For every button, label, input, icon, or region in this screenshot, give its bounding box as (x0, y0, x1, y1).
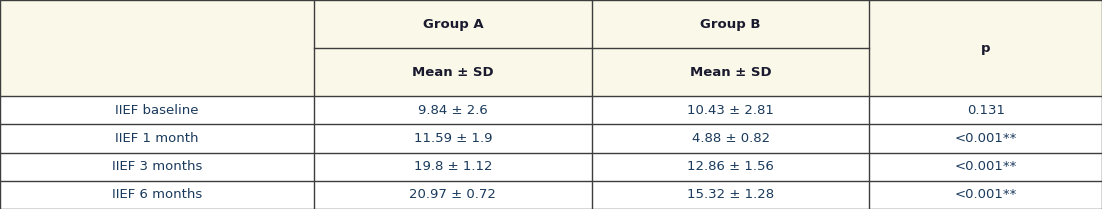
Text: 4.88 ± 0.82: 4.88 ± 0.82 (692, 132, 769, 145)
Text: 9.84 ± 2.6: 9.84 ± 2.6 (418, 104, 488, 117)
Text: Group A: Group A (422, 18, 484, 31)
Text: <0.001**: <0.001** (954, 132, 1017, 145)
Text: IIEF 1 month: IIEF 1 month (116, 132, 198, 145)
Text: Group B: Group B (701, 18, 760, 31)
Text: <0.001**: <0.001** (954, 188, 1017, 201)
Text: p: p (981, 42, 991, 55)
Bar (0, 96, 1102, 209)
Text: 11.59 ± 1.9: 11.59 ± 1.9 (413, 132, 493, 145)
Text: 10.43 ± 2.81: 10.43 ± 2.81 (688, 104, 774, 117)
Text: IIEF 6 months: IIEF 6 months (112, 188, 202, 201)
Text: 19.8 ± 1.12: 19.8 ± 1.12 (413, 160, 493, 173)
Text: 0.131: 0.131 (966, 104, 1005, 117)
Text: 12.86 ± 1.56: 12.86 ± 1.56 (688, 160, 774, 173)
Text: IIEF baseline: IIEF baseline (116, 104, 198, 117)
Bar (0, 0, 1102, 96)
Text: 15.32 ± 1.28: 15.32 ± 1.28 (687, 188, 775, 201)
Text: Mean ± SD: Mean ± SD (690, 66, 771, 79)
Text: <0.001**: <0.001** (954, 160, 1017, 173)
Text: 20.97 ± 0.72: 20.97 ± 0.72 (410, 188, 496, 201)
Text: Mean ± SD: Mean ± SD (412, 66, 494, 79)
Text: IIEF 3 months: IIEF 3 months (111, 160, 203, 173)
